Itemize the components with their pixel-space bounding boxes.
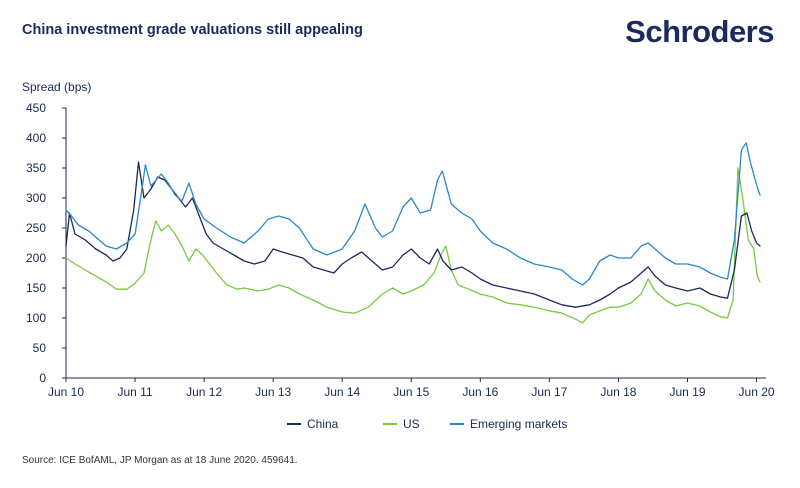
series-line-china [65, 161, 761, 308]
source-note: Source: ICE BofAML, JP Morgan as at 18 J… [22, 455, 298, 466]
x-tick-label: Jun 18 [600, 385, 636, 399]
x-tick-label: Jun 19 [669, 385, 705, 399]
y-tick-label: 300 [26, 191, 46, 205]
x-tick-label: Jun 15 [393, 385, 429, 399]
y-tick-label: 250 [26, 221, 46, 235]
x-tick-label: Jun 20 [739, 385, 775, 399]
schroders-logo: Schroders [625, 14, 774, 49]
chart-title: China investment grade valuations still … [22, 22, 363, 38]
x-tick-label: Jun 17 [531, 385, 567, 399]
x-tick-label: Jun 12 [186, 385, 222, 399]
y-tick-label: 0 [39, 371, 46, 385]
y-tick-label: 50 [33, 341, 47, 355]
legend-label-emerging-markets: Emerging markets [470, 417, 567, 431]
y-tick-label: 450 [26, 101, 46, 115]
x-tick-label: Jun 14 [324, 385, 360, 399]
x-tick-label: Jun 13 [255, 385, 291, 399]
x-tick-label: Jun 10 [48, 385, 84, 399]
legend-label-us: US [403, 417, 420, 431]
series-line-us [65, 167, 761, 324]
y-tick-label: 400 [26, 131, 46, 145]
x-tick-label: Jun 16 [462, 385, 498, 399]
y-tick-label: 350 [26, 161, 46, 175]
legend-label-china: China [307, 417, 339, 431]
y-tick-label: 200 [26, 251, 46, 265]
y-axis-label: Spread (bps) [22, 80, 92, 94]
series-line-emerging-markets [65, 142, 761, 286]
x-tick-label: Jun 11 [117, 385, 152, 399]
y-tick-label: 150 [26, 281, 46, 295]
y-tick-label: 100 [26, 311, 46, 325]
